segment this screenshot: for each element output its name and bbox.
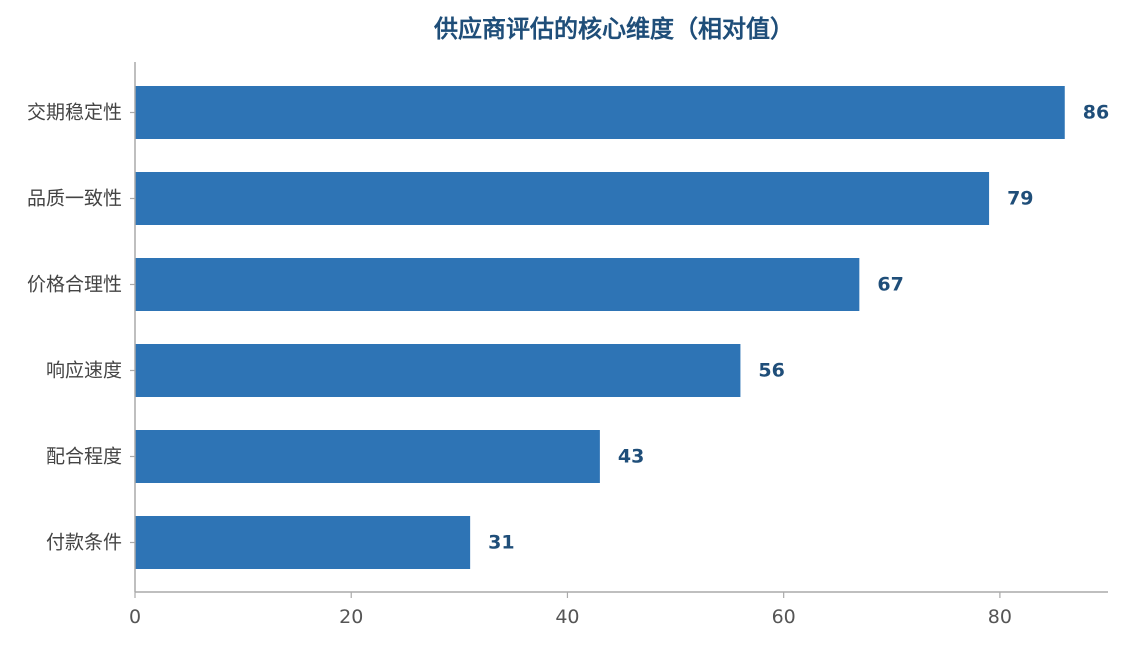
category-label-1: 品质一致性 <box>27 188 122 210</box>
value-label-5: 31 <box>488 532 514 554</box>
category-label-2: 价格合理性 <box>27 274 122 296</box>
bar-2 <box>135 258 860 311</box>
value-labels-group: 86 79 67 56 43 31 <box>488 102 1109 554</box>
bar-3 <box>135 344 741 397</box>
category-label-4: 配合程度 <box>46 446 122 468</box>
value-label-3: 56 <box>758 360 784 382</box>
value-label-4: 43 <box>618 446 644 468</box>
bar-5 <box>135 516 471 569</box>
bars-group <box>135 86 1065 569</box>
x-tick-label-4: 80 <box>988 606 1012 628</box>
value-label-0: 86 <box>1083 102 1109 124</box>
chart-title: 供应商评估的核心维度（相对值） <box>433 15 794 43</box>
x-tick-label-1: 20 <box>339 606 363 628</box>
category-label-0: 交期稳定性 <box>27 102 122 124</box>
value-label-1: 79 <box>1007 188 1033 210</box>
category-label-3: 响应速度 <box>46 360 122 382</box>
x-tick-label-2: 40 <box>555 606 579 628</box>
bar-4 <box>135 430 600 483</box>
category-label-5: 付款条件 <box>46 532 122 554</box>
x-tick-label-3: 60 <box>772 606 796 628</box>
x-tick-label-0: 0 <box>129 606 141 628</box>
value-label-2: 67 <box>877 274 903 296</box>
bar-0 <box>135 86 1065 139</box>
x-ticks-group: 0 20 40 60 80 <box>129 592 1012 628</box>
bar-1 <box>135 172 990 225</box>
